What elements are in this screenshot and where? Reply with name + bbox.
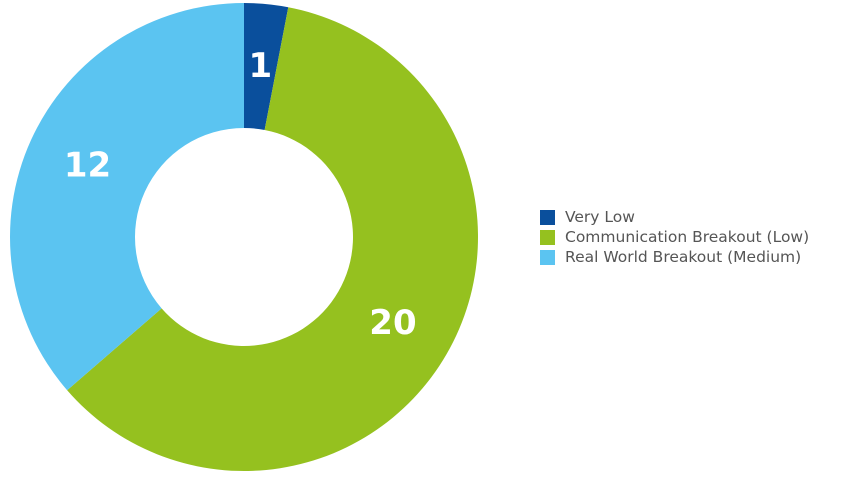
data-label-communication-breakout: 20 xyxy=(369,303,416,343)
legend-label-communication-breakout: Communication Breakout (Low) xyxy=(565,228,810,246)
legend-swatch-real-world-breakout xyxy=(540,249,555,265)
legend-item-real-world-breakout[interactable]: Real World Breakout (Medium) xyxy=(540,247,809,267)
slice-real-world-breakout[interactable] xyxy=(9,3,245,391)
legend-label-real-world-breakout: Real World Breakout (Medium) xyxy=(565,248,802,266)
legend-swatch-communication-breakout xyxy=(540,229,555,245)
slice-very-low[interactable] xyxy=(244,3,289,130)
legend-swatch-very-low xyxy=(540,209,555,225)
data-label-real-world-breakout: 12 xyxy=(64,146,111,186)
legend-label-very-low: Very Low xyxy=(565,208,635,226)
legend-item-communication-breakout[interactable]: Communication Breakout (Low) xyxy=(540,227,809,247)
donut-data-labels: 1 20 12 xyxy=(64,46,417,343)
data-label-very-low: 1 xyxy=(249,46,273,86)
donut-slices xyxy=(9,3,478,471)
chart-legend: Very Low Communication Breakout (Low) Re… xyxy=(540,207,809,267)
legend-item-very-low[interactable]: Very Low xyxy=(540,207,809,227)
slice-communication-breakout[interactable] xyxy=(67,7,478,471)
